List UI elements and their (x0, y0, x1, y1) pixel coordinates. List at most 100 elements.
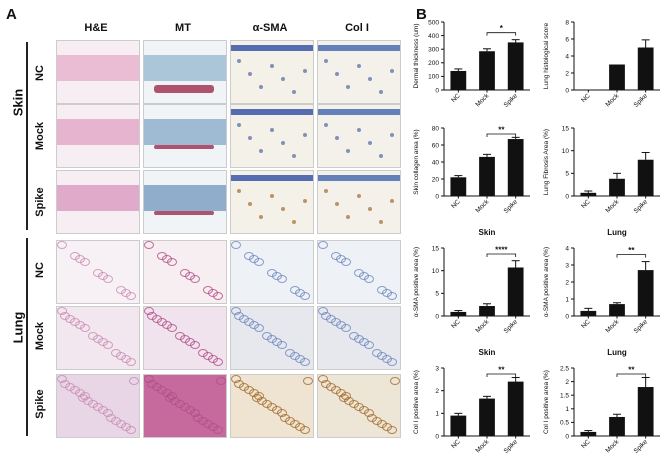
x-tick-label: Spike (503, 438, 520, 455)
tissue-band (57, 185, 139, 211)
alveolus (285, 349, 295, 357)
alveolus (280, 414, 290, 422)
tissue-band (318, 109, 400, 115)
bar-mock (479, 156, 495, 196)
micrograph-skin-spike-col1 (317, 170, 401, 234)
alveolus (252, 394, 262, 402)
chart-title: Lung (607, 348, 627, 357)
x-tick-label: Spike (633, 438, 650, 455)
alveolus (78, 394, 88, 402)
bar-spike (637, 159, 654, 196)
y-tick-label: 0 (435, 87, 439, 94)
alveolus (331, 252, 341, 260)
cell-dot (281, 77, 285, 81)
muscle-layer (154, 211, 214, 215)
cell-dot (270, 194, 274, 198)
tissue-band (318, 175, 400, 181)
y-tick-label: 2 (565, 70, 569, 77)
x-tick-label: NC (580, 438, 592, 450)
alveolus (339, 394, 349, 402)
cell-dot (259, 149, 263, 153)
micrograph-skin-nc-mt (143, 40, 227, 104)
x-tick-label: NC (450, 318, 462, 330)
chart-lung-col1-area: Col I positive area (%) 0 0.5 1 1.5 2 2.5 NC Moc… (543, 365, 660, 455)
cell-dot (303, 199, 307, 203)
bar-nc (450, 311, 467, 316)
significance-label: ** (498, 126, 505, 135)
bar-spike (507, 267, 524, 316)
x-tick-label: Spike (633, 318, 650, 335)
chart-title: Skin (479, 228, 496, 237)
y-tick-label: 1 (435, 411, 439, 418)
cell-dot (335, 72, 339, 76)
bar-spike (637, 387, 654, 436)
bar-spike (507, 42, 524, 90)
chart-lung-asma-area: α-SMA positive area (%) 0 1 2 3 4 NC Mock Spike *… (543, 245, 660, 357)
significance-bracket (616, 254, 647, 258)
x-tick-label: Spike (633, 198, 650, 215)
micrograph-skin-nc-he (56, 40, 140, 104)
y-tick-label: 100 (428, 74, 439, 81)
x-tick-label: Mock (604, 318, 620, 334)
bar-mock (479, 398, 495, 436)
cell-dot (237, 59, 241, 63)
x-tick-label: NC (450, 198, 462, 210)
x-tick-label: Spike (633, 92, 650, 109)
x-tick-label: NC (450, 438, 462, 450)
bar-nc (580, 310, 597, 316)
x-tick-label: Mock (474, 438, 490, 454)
tissue-band (144, 119, 226, 145)
tissue-band (318, 45, 400, 51)
alveolus (175, 332, 185, 340)
alveolus (147, 312, 157, 320)
bar-mock (609, 64, 625, 90)
y-axis-label: Skin collagen area (%) (413, 129, 420, 194)
y-tick-label: 80 (432, 125, 440, 132)
y-tick-label: 0 (435, 313, 439, 320)
y-axis-label: Lung Fibrosis Area (%) (543, 129, 550, 195)
micrograph-lung-mock-asma (230, 306, 314, 370)
alveolus (349, 332, 359, 340)
alveolus (231, 241, 241, 249)
cell-dot (357, 64, 361, 68)
y-tick-label: 5 (565, 171, 569, 178)
y-tick-label: 1.5 (560, 393, 569, 400)
y-tick-label: 0 (565, 193, 569, 200)
chart-dermal-thickness: Dermal thickness (um) 0 100 200 300 400 500 NC M… (413, 19, 530, 109)
tissue-band (144, 185, 226, 211)
alveolus (193, 414, 203, 422)
bar-nc (450, 415, 467, 436)
x-tick-label: Mock (604, 198, 620, 214)
group-label-skin: Skin (10, 88, 26, 117)
alveolus (321, 380, 331, 388)
y-tick-label: 3 (565, 262, 569, 269)
chart-lung-histological-score: Lung histological score 0 2 4 6 8 NC Mock Spike (543, 19, 660, 109)
alveolus (244, 252, 254, 260)
alveolus (267, 269, 277, 277)
cell-dot (357, 128, 361, 132)
alveolus (354, 269, 364, 277)
cell-dot (390, 133, 394, 137)
row-label-lung-nc: NC (34, 262, 46, 278)
alveolus (157, 252, 167, 260)
significance-label: ** (628, 366, 635, 375)
y-tick-label: 0.5 (560, 420, 569, 427)
x-tick-label: Mock (474, 92, 490, 108)
y-tick-label: 300 (428, 47, 439, 54)
significance-bracket (486, 133, 517, 137)
muscle-layer (154, 145, 214, 149)
tissue-band (231, 175, 313, 181)
y-tick-label: 4 (565, 53, 569, 60)
y-tick-label: 2 (565, 379, 569, 386)
panel-b-label: B (416, 6, 427, 23)
x-tick-label: NC (580, 318, 592, 330)
x-tick-label: Mock (474, 198, 490, 214)
y-axis-label: α-SMA positive area (%) (543, 247, 550, 317)
cell-dot (379, 90, 383, 94)
micrograph-lung-spike-col1 (317, 374, 401, 438)
bar-spike (637, 47, 654, 90)
y-tick-label: 0 (435, 433, 439, 440)
cell-dot (324, 189, 328, 193)
bar-mock (609, 178, 625, 196)
cell-dot (324, 59, 328, 63)
